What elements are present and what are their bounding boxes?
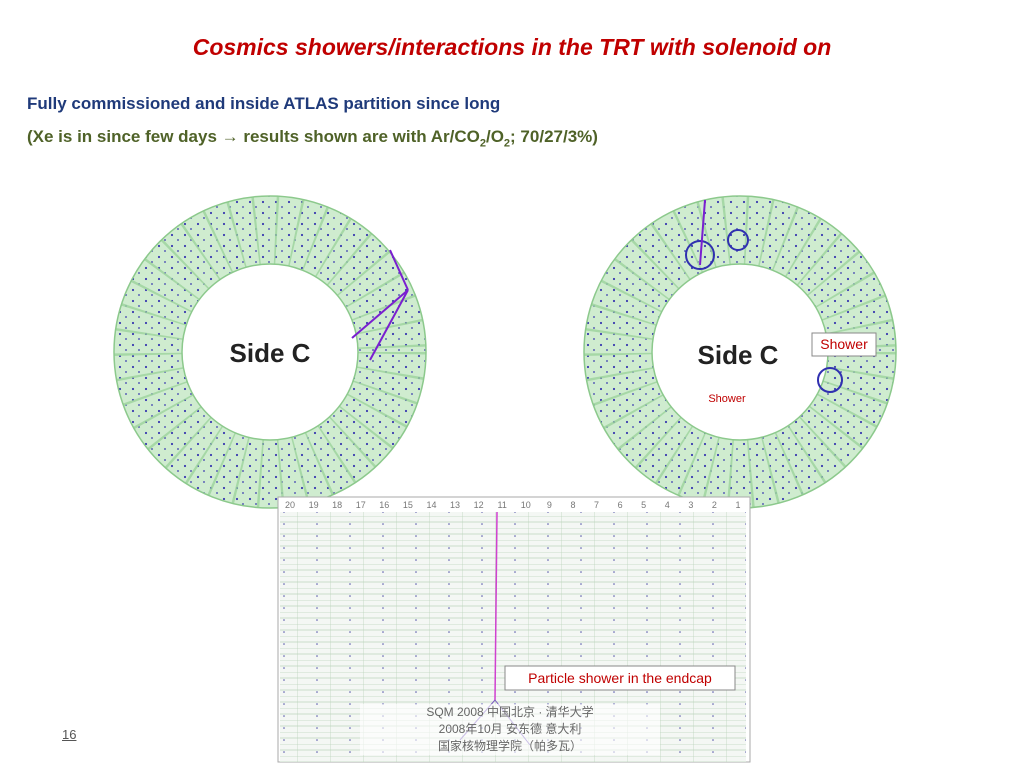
bullet-line: (Xe is in since few days → results shown…	[27, 127, 598, 149]
text: (Xe is in since few days → results shown…	[27, 127, 480, 146]
column-label: 15	[403, 500, 413, 510]
column-label: 18	[332, 500, 342, 510]
column-label: 9	[547, 500, 552, 510]
page-number: 16	[62, 727, 77, 742]
footer: SQM 2008 中国北京 · 清华大学 2008年10月 安东德 意大利 国家…	[360, 704, 660, 755]
column-label: 7	[594, 500, 599, 510]
bullet-line: Fully commissioned and inside ATLAS part…	[27, 94, 501, 113]
right-ring: Side C Shower Shower	[583, 195, 897, 509]
column-label: 11	[498, 500, 507, 510]
text: /O	[485, 127, 504, 146]
column-label: 19	[309, 500, 319, 510]
title: Cosmics showers/interactions in the TRT …	[192, 34, 832, 60]
footer-line: SQM 2008 中国北京 · 清华大学	[426, 705, 594, 719]
callout: Shower	[820, 336, 868, 352]
column-label: 12	[474, 500, 484, 510]
column-label: 1	[735, 500, 740, 510]
callout-box	[504, 665, 736, 691]
column-label: 6	[618, 500, 623, 510]
footer-line: 2008年10月 安东德 意大利	[438, 722, 582, 736]
ring-label: Side C	[230, 338, 311, 368]
subscript: 2	[479, 137, 486, 150]
column-label: 4	[665, 500, 670, 510]
column-label: 8	[570, 500, 575, 510]
callout: Particle shower in the endcap	[528, 670, 712, 686]
column-label: 13	[450, 500, 460, 510]
left-ring: Side C	[113, 195, 427, 509]
ring-annotation: Shower	[708, 393, 746, 405]
column-label: 10	[521, 500, 531, 510]
column-label: 2	[712, 500, 717, 510]
ring-label: Side C	[698, 340, 779, 370]
column-label: 5	[641, 500, 646, 510]
text: ; 70/27/3%)	[510, 127, 598, 146]
column-label: 3	[688, 500, 693, 510]
column-label: 16	[379, 500, 389, 510]
column-label: 17	[356, 500, 366, 510]
subscript: 2	[503, 137, 511, 150]
footer-line: 国家核物理学院（帕多瓦）	[437, 739, 582, 753]
column-label: 20	[285, 500, 295, 510]
callout-box	[811, 332, 877, 357]
column-label: 14	[426, 500, 436, 510]
